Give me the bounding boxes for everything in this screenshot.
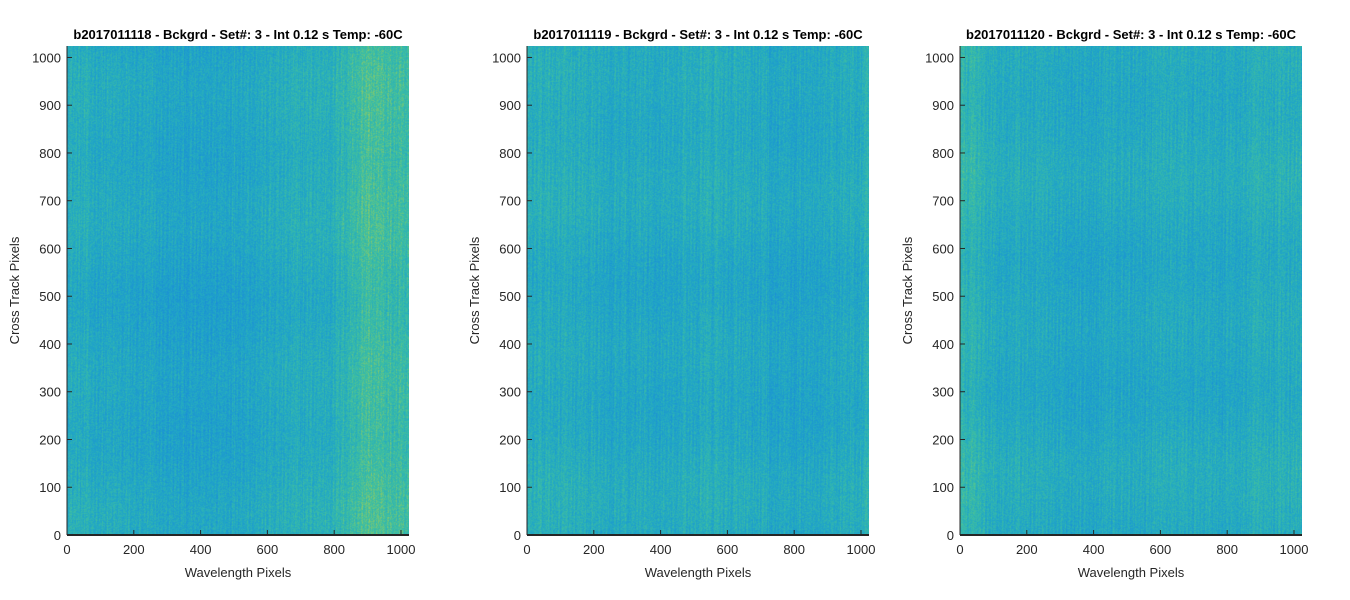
y-tick-label: 800 (499, 146, 521, 161)
x-tick-label: 800 (783, 542, 805, 557)
x-tick-label: 200 (583, 542, 605, 557)
y-tick-label: 700 (39, 194, 61, 209)
chart-panel-1: 0 200 400 600 800 1000 0 100 200 300 400 500 600 700 8… (7, 27, 415, 580)
x-tick-label: 800 (1216, 542, 1238, 557)
y-axis-label: Cross Track Pixels (900, 236, 915, 344)
y-tick-label: 100 (932, 480, 954, 495)
chart-title: b2017011119 - Bckgrd - Set#: 3 - Int 0.1… (533, 27, 863, 42)
y-tick-label: 700 (932, 194, 954, 209)
x-tick-label: 800 (323, 542, 345, 557)
y-tick-label: 400 (932, 337, 954, 352)
x-tick-label: 1000 (387, 542, 416, 557)
y-tick-label: 900 (932, 98, 954, 113)
y-tick-label: 300 (932, 385, 954, 400)
x-tick-label: 0 (63, 542, 70, 557)
y-tick-label: 800 (932, 146, 954, 161)
y-tick-label: 200 (932, 432, 954, 447)
x-tick-label: 200 (1016, 542, 1038, 557)
y-tick-label: 400 (499, 337, 521, 352)
y-tick-label: 900 (39, 98, 61, 113)
y-tick-label: 100 (499, 480, 521, 495)
x-tick-label: 200 (123, 542, 145, 557)
x-axis-label: Wavelength Pixels (185, 565, 292, 580)
chart-panel-3: 0 200 400 600 800 1000 0 100 200 300 400 500 600 700 8… (900, 27, 1308, 580)
x-tick-label: 1000 (1280, 542, 1309, 557)
y-tick-label: 300 (499, 385, 521, 400)
x-tick-label: 600 (1150, 542, 1172, 557)
y-tick-label: 400 (39, 337, 61, 352)
y-tick-label: 700 (499, 194, 521, 209)
y-tick-label: 1000 (925, 50, 954, 65)
y-tick-label: 600 (932, 241, 954, 256)
y-tick-label: 0 (54, 528, 61, 543)
heatmap-image (67, 46, 409, 535)
y-tick-label: 200 (499, 432, 521, 447)
x-axis-label: Wavelength Pixels (645, 565, 752, 580)
y-tick-label: 1000 (492, 50, 521, 65)
y-tick-label: 500 (39, 289, 61, 304)
y-tick-label: 800 (39, 146, 61, 161)
chart-title: b2017011118 - Bckgrd - Set#: 3 - Int 0.1… (73, 27, 403, 42)
y-tick-label: 0 (514, 528, 521, 543)
y-tick-label: 500 (932, 289, 954, 304)
y-tick-label: 900 (499, 98, 521, 113)
y-tick-label: 0 (947, 528, 954, 543)
x-tick-label: 600 (257, 542, 279, 557)
y-tick-label: 500 (499, 289, 521, 304)
chart-panel-2: 0 200 400 600 800 1000 0 100 200 300 400 500 600 700 8… (467, 27, 875, 580)
y-tick-label: 200 (39, 432, 61, 447)
x-axis-label: Wavelength Pixels (1078, 565, 1185, 580)
x-tick-label: 1000 (847, 542, 876, 557)
x-tick-label: 0 (956, 542, 963, 557)
y-tick-label: 1000 (32, 50, 61, 65)
heatmap-image (527, 46, 869, 535)
y-tick-label: 300 (39, 385, 61, 400)
y-tick-label: 600 (39, 241, 61, 256)
y-tick-label: 600 (499, 241, 521, 256)
y-axis-label: Cross Track Pixels (7, 236, 22, 344)
y-tick-label: 100 (39, 480, 61, 495)
x-tick-label: 600 (717, 542, 739, 557)
x-tick-label: 400 (650, 542, 672, 557)
x-tick-label: 0 (523, 542, 530, 557)
x-tick-label: 400 (1083, 542, 1105, 557)
x-tick-label: 400 (190, 542, 212, 557)
y-axis-label: Cross Track Pixels (467, 236, 482, 344)
chart-title: b2017011120 - Bckgrd - Set#: 3 - Int 0.1… (966, 27, 1297, 42)
heatmap-image (960, 46, 1302, 535)
